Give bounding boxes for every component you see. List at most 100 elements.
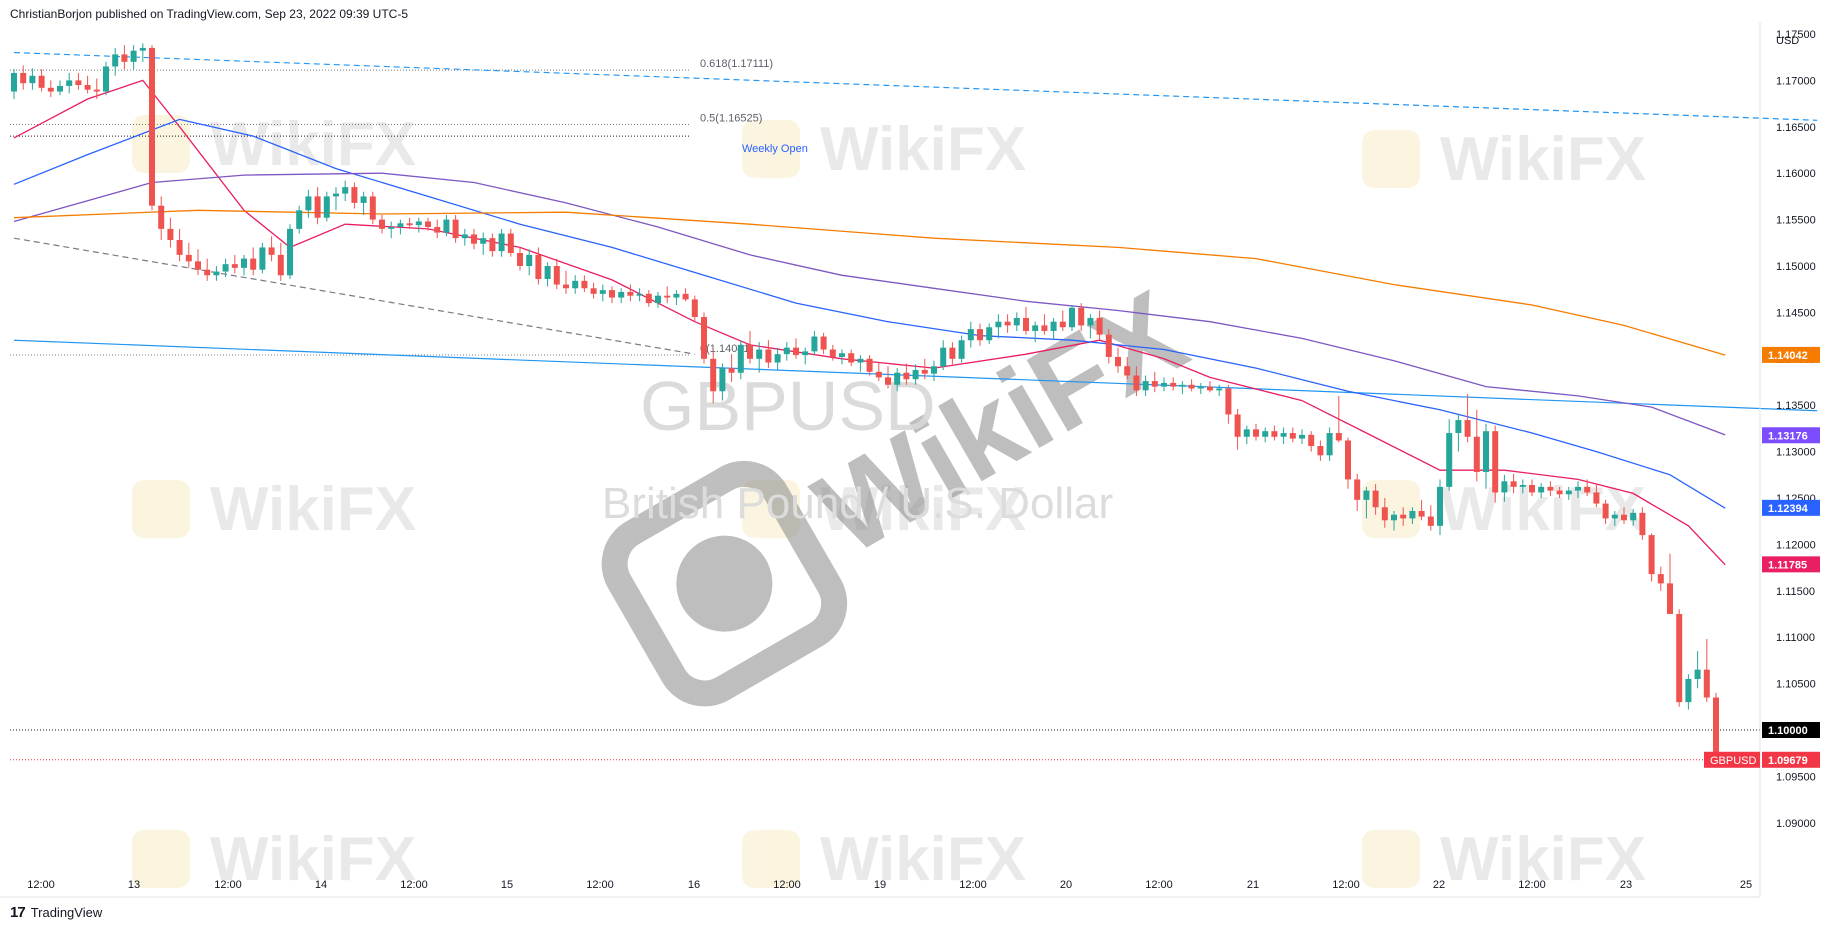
candle-body bbox=[958, 340, 965, 359]
candle bbox=[1529, 479, 1535, 497]
candle-body bbox=[213, 271, 220, 276]
price-tag-box bbox=[1762, 499, 1820, 516]
currency-label: USD bbox=[1776, 35, 1799, 47]
candle-body bbox=[121, 54, 128, 62]
candle-body bbox=[1216, 388, 1223, 391]
candle-body bbox=[360, 196, 367, 203]
candle-body bbox=[268, 247, 275, 255]
candle bbox=[84, 75, 91, 94]
candle bbox=[1492, 425, 1499, 503]
time-tick-label: 21 bbox=[1247, 879, 1259, 891]
fib-level-label: 0.618(1.17111) bbox=[700, 58, 773, 70]
candle bbox=[710, 349, 717, 404]
candle-body bbox=[1142, 381, 1149, 391]
candle-body bbox=[1188, 384, 1195, 389]
candle bbox=[149, 45, 155, 211]
candle bbox=[1013, 312, 1020, 331]
candle-body bbox=[1529, 485, 1535, 493]
time-tick-label: 12:00 bbox=[214, 879, 242, 891]
candle bbox=[1207, 381, 1213, 393]
candle bbox=[811, 330, 818, 356]
wikifx-logo-icon bbox=[132, 115, 190, 173]
candle bbox=[241, 254, 247, 276]
candle-body bbox=[737, 344, 744, 373]
candle bbox=[259, 242, 266, 274]
candle-body bbox=[1326, 433, 1333, 456]
candle bbox=[1621, 507, 1627, 524]
candle bbox=[1400, 507, 1407, 526]
candle-body bbox=[903, 372, 910, 380]
candle-body bbox=[599, 290, 606, 294]
wikifx-watermark-text: WikiFX bbox=[1440, 825, 1646, 894]
candle-body bbox=[231, 264, 238, 268]
candle-body bbox=[287, 228, 293, 276]
candle-body bbox=[1602, 503, 1609, 519]
wikifx-logo-icon bbox=[1362, 130, 1420, 188]
candle bbox=[1004, 314, 1011, 333]
candle-body bbox=[1621, 514, 1627, 521]
candle-body bbox=[820, 336, 827, 350]
candle bbox=[885, 366, 891, 389]
candle-body bbox=[995, 321, 1002, 328]
candle-body bbox=[1013, 317, 1020, 326]
candle bbox=[1602, 499, 1609, 524]
candle bbox=[38, 69, 45, 92]
candle-body bbox=[222, 264, 229, 272]
candle-body bbox=[1124, 366, 1131, 376]
price-tick-label: 1.12000 bbox=[1776, 539, 1816, 551]
candle-body bbox=[1437, 486, 1443, 526]
level-lines: 0.786(1.17945)0.618(1.17111)0.5(1.16525)… bbox=[10, 58, 1760, 761]
candle-body bbox=[1446, 433, 1453, 487]
candle-body bbox=[1519, 485, 1526, 487]
candle-body bbox=[1418, 510, 1425, 517]
candle bbox=[471, 228, 477, 250]
candle-body bbox=[406, 223, 413, 226]
candle bbox=[1289, 427, 1296, 443]
candle-body bbox=[296, 210, 303, 229]
time-tick-label: 14 bbox=[315, 879, 327, 891]
candle bbox=[112, 47, 119, 76]
candle bbox=[655, 291, 661, 308]
candle-body bbox=[1299, 434, 1305, 439]
candle-body bbox=[1565, 490, 1572, 495]
price-tag: 1.10000 bbox=[1762, 722, 1820, 738]
candle bbox=[195, 249, 201, 276]
wikifx-watermark: WikiFX bbox=[132, 475, 416, 544]
time-tick-label: 23 bbox=[1620, 879, 1632, 891]
candle bbox=[517, 247, 523, 271]
candle bbox=[691, 295, 698, 322]
wikifx-watermark: WikiFX bbox=[132, 110, 416, 179]
candle bbox=[130, 45, 137, 70]
candle bbox=[305, 189, 312, 218]
time-tick-label: 12:00 bbox=[1332, 879, 1360, 891]
candle bbox=[1345, 437, 1351, 489]
candle bbox=[636, 288, 643, 302]
candle bbox=[931, 360, 937, 382]
candle-body bbox=[149, 47, 155, 206]
price-tick-label: 1.09500 bbox=[1776, 771, 1816, 783]
candle bbox=[1547, 481, 1554, 497]
candle-body bbox=[1713, 697, 1719, 760]
candle bbox=[1584, 479, 1591, 497]
candle bbox=[866, 355, 873, 376]
candle-body bbox=[66, 80, 73, 86]
candle bbox=[609, 286, 615, 304]
candle-body bbox=[1483, 431, 1489, 473]
candle-body bbox=[1676, 614, 1683, 703]
candle-body bbox=[1685, 678, 1692, 703]
candle bbox=[351, 182, 358, 209]
price-tick-label: 1.10500 bbox=[1776, 679, 1816, 691]
candle bbox=[139, 43, 146, 62]
candle-body bbox=[1593, 492, 1600, 504]
candle bbox=[664, 286, 671, 304]
candle bbox=[1501, 474, 1508, 502]
candle-body bbox=[1694, 669, 1701, 679]
candle bbox=[406, 217, 413, 229]
candle-body bbox=[305, 196, 312, 211]
candle bbox=[415, 217, 422, 233]
candle bbox=[314, 187, 321, 225]
candle bbox=[765, 340, 772, 369]
candle bbox=[1446, 419, 1453, 491]
candle-body bbox=[1133, 375, 1140, 391]
